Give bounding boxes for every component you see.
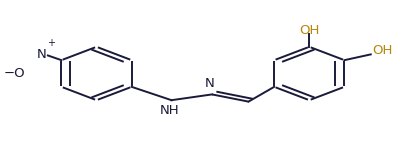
Text: +: + xyxy=(47,38,54,48)
Text: −O: −O xyxy=(4,67,25,80)
Text: N: N xyxy=(204,77,214,90)
Text: OH: OH xyxy=(372,44,392,57)
Text: NH: NH xyxy=(159,105,179,117)
Text: OH: OH xyxy=(299,24,319,37)
Text: N: N xyxy=(37,47,47,61)
